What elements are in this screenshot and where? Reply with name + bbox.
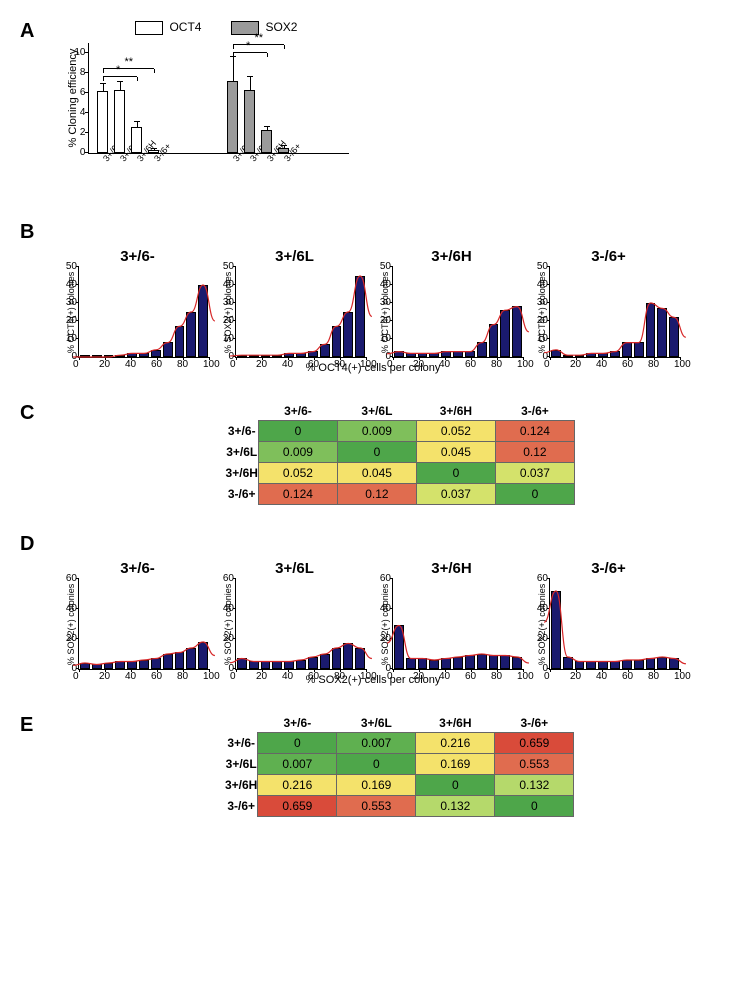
legend-oct4-label: OCT4 [169,20,201,34]
legend-sox2: SOX2 [231,20,297,35]
panel-b-row: 3+/6-% OCT4(+) colonies01020304050020406… [20,248,726,358]
panel-b: B 3+/6-% OCT4(+) colonies010203040500204… [20,221,726,374]
panel-d-row: 3+/6-% SOX2(+) colonies02040600204060801… [20,560,726,670]
panel-b-label: B [20,221,726,244]
panel-e: E 3+/6-3+/6L3+/6H3-/6+3+/6-00.0070.2160.… [20,714,726,817]
panel-a: A OCT4 SOX2 0246810% Cloning efficiency3… [20,20,726,193]
panel-d-label: D [20,533,726,556]
legend-sox2-label: SOX2 [265,20,297,34]
legend-oct4: OCT4 [135,20,201,35]
panel-c-label: C [20,402,34,425]
panel-c: C 3+/6-3+/6L3+/6H3-/6+3+/6-00.0090.0520.… [20,402,726,505]
panel-a-label: A [20,20,34,189]
panel-c-table: 3+/6-3+/6L3+/6H3-/6+3+/6-00.0090.0520.12… [226,402,575,505]
panel-e-table: 3+/6-3+/6L3+/6H3-/6+3+/6-00.0070.2160.65… [225,714,574,817]
legend: OCT4 SOX2 [84,20,348,35]
panel-e-label: E [20,714,33,737]
panel-d: D 3+/6-% SOX2(+) colonies020406002040608… [20,533,726,686]
cloning-efficiency-chart: 0246810% Cloning efficiency3+/6-3+/6L3+/… [88,43,348,193]
